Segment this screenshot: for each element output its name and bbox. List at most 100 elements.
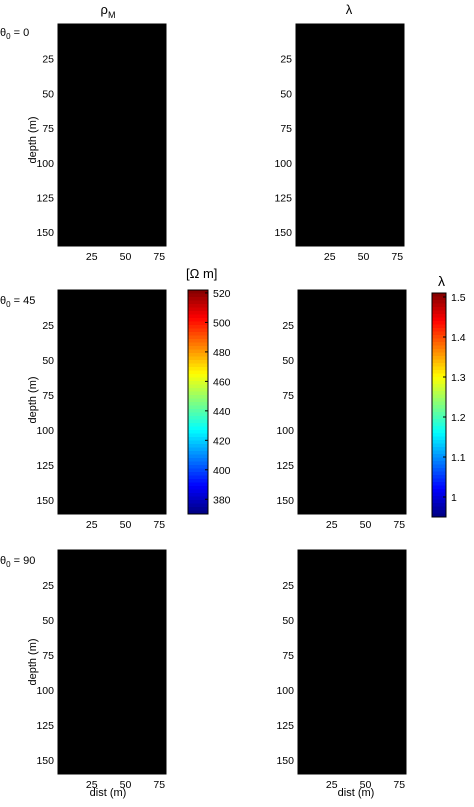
- heatmap-cell: [352, 690, 360, 698]
- heatmap-cell: [363, 100, 371, 108]
- heatmap-cell: [159, 93, 167, 101]
- heatmap-cell: [397, 24, 405, 32]
- heatmap-cell: [118, 472, 126, 480]
- heatmap-cell: [365, 676, 373, 684]
- heatmap-cell: [363, 155, 371, 164]
- heatmap-cell: [105, 500, 113, 508]
- heatmap-cell: [85, 746, 93, 754]
- heatmap-cell: [379, 444, 387, 452]
- heatmap-cell: [58, 100, 66, 108]
- heatmap-cell: [132, 72, 140, 80]
- heatmap-cell: [125, 374, 133, 382]
- ytick-label: 50: [280, 88, 292, 100]
- heatmap-cell: [145, 183, 153, 191]
- heatmap-cell: [105, 297, 113, 305]
- heatmap-cell: [58, 662, 66, 670]
- heatmap-cell: [302, 72, 310, 80]
- heatmap-cell: [383, 58, 391, 67]
- ytick-label: 75: [280, 123, 292, 135]
- colorbar-swatch: [432, 331, 446, 336]
- heatmap-cell: [71, 557, 79, 565]
- heatmap-cell: [372, 423, 380, 431]
- heatmap-cell: [78, 458, 86, 466]
- heatmap-cell: [338, 739, 346, 747]
- heatmap-cell: [298, 339, 306, 347]
- heatmap-cell: [91, 578, 99, 586]
- heatmap-cell: [152, 239, 160, 247]
- heatmap-cell: [397, 86, 405, 94]
- ytick-label: 150: [36, 227, 54, 239]
- heatmap-cell: [58, 599, 66, 607]
- colorbar-swatch: [188, 314, 208, 319]
- heatmap-cell: [329, 183, 337, 191]
- heatmap-cell: [370, 93, 378, 101]
- heatmap-cell: [304, 676, 312, 684]
- heatmap-cell: [152, 346, 160, 354]
- heatmap-cell: [71, 381, 79, 389]
- xtick-label: 50: [360, 519, 372, 531]
- heatmap-cell: [325, 402, 333, 410]
- heatmap-cell: [372, 479, 380, 487]
- heatmap-cell: [298, 760, 306, 768]
- heatmap-cell: [159, 374, 167, 382]
- heatmap-cell: [304, 739, 312, 747]
- heatmap-cell: [383, 148, 391, 157]
- heatmap-cell: [385, 564, 393, 572]
- heatmap-cell: [358, 641, 366, 649]
- heatmap-cell: [78, 599, 86, 607]
- heatmap-cell: [302, 211, 310, 219]
- heatmap-cell: [145, 479, 153, 487]
- heatmap-cell: [365, 507, 373, 515]
- heatmap-cell: [105, 93, 113, 101]
- heatmap-cell: [105, 458, 113, 466]
- heatmap-cell: [323, 135, 331, 143]
- heatmap-cell: [78, 162, 86, 171]
- heatmap-cell: [379, 353, 387, 361]
- heatmap-cell: [118, 669, 126, 677]
- heatmap-cell: [85, 114, 93, 122]
- heatmap-cell: [125, 162, 133, 171]
- heatmap-cell: [343, 37, 351, 46]
- heatmap-cell: [298, 592, 306, 600]
- colorbar-swatch: [432, 317, 446, 322]
- heatmap-cell: [152, 37, 160, 46]
- heatmap-cell: [64, 44, 72, 53]
- heatmap-cell: [58, 718, 66, 726]
- heatmap-cell: [118, 571, 126, 579]
- heatmap-cell: [385, 500, 393, 508]
- heatmap-cell: [302, 30, 310, 39]
- heatmap-cell: [331, 507, 339, 515]
- heatmap-cell: [377, 204, 385, 212]
- heatmap-cell: [91, 24, 99, 32]
- colorbar-swatch: [432, 293, 446, 297]
- heatmap-cell: [78, 169, 86, 178]
- heatmap-cell: [343, 148, 351, 157]
- heatmap-cell: [358, 493, 366, 501]
- heatmap-cell: [152, 634, 160, 642]
- heatmap-cell: [125, 297, 133, 305]
- heatmap-cell: [58, 465, 66, 473]
- heatmap-cell: [331, 346, 339, 354]
- heatmap-cell: [85, 451, 93, 459]
- heatmap-cell: [152, 121, 160, 129]
- colorbar-swatch: [188, 297, 208, 301]
- heatmap-cell: [370, 162, 378, 171]
- heatmap-cell: [331, 641, 339, 649]
- colorbar-tick-label: 440: [213, 406, 231, 418]
- heatmap-cell: [329, 148, 337, 157]
- heatmap-cell: [399, 732, 407, 740]
- heatmap-cell: [372, 332, 380, 340]
- heatmap-cell: [112, 204, 120, 212]
- heatmap-cell: [363, 37, 371, 46]
- heatmap-cell: [78, 79, 86, 87]
- heatmap-cell: [71, 141, 79, 150]
- colorbar-swatch: [188, 356, 208, 361]
- heatmap-cell: [311, 592, 319, 600]
- heatmap-cell: [78, 564, 86, 572]
- heatmap-cell: [58, 704, 66, 712]
- heatmap-cell: [71, 183, 79, 191]
- heatmap-cell: [358, 746, 366, 754]
- heatmap-cell: [78, 128, 86, 136]
- heatmap-cell: [350, 58, 358, 67]
- heatmap-cell: [112, 169, 120, 178]
